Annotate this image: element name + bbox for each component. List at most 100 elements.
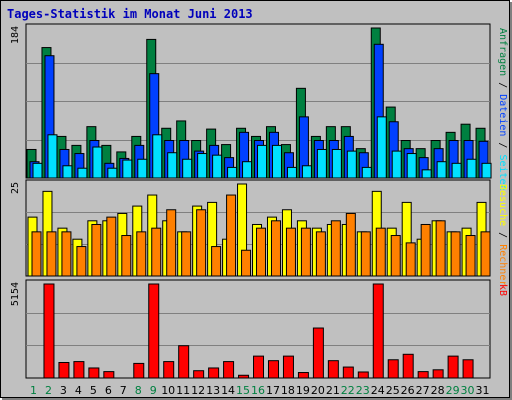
bar-kb-9 bbox=[148, 283, 160, 379]
bar-seiten-25 bbox=[391, 150, 402, 179]
bar-rechner-28 bbox=[435, 220, 446, 277]
x-tick-label-25: 25 bbox=[386, 384, 400, 397]
x-tick-label-29: 29 bbox=[446, 384, 460, 397]
x-tick-label-27: 27 bbox=[416, 384, 430, 397]
x-tick-label-30: 30 bbox=[461, 384, 475, 397]
x-tick-label-21: 21 bbox=[326, 384, 340, 397]
bar-seiten-23 bbox=[361, 166, 372, 179]
x-tick-label-31: 31 bbox=[476, 384, 490, 397]
x-tick-label-18: 18 bbox=[281, 384, 295, 397]
bar-rechner-10 bbox=[166, 209, 177, 277]
bar-kb-29 bbox=[447, 355, 459, 379]
panel-requests: 184 Anfragen / Dateien / Seiten bbox=[10, 23, 508, 191]
bar-kb-21 bbox=[327, 360, 339, 379]
bar-rechner-27 bbox=[420, 223, 431, 277]
bar-rechner-3 bbox=[61, 231, 72, 277]
bar-rechner-16 bbox=[256, 227, 267, 277]
bar-seiten-3 bbox=[62, 165, 73, 179]
bar-kb-14 bbox=[223, 361, 235, 379]
legend-entry-dateien: Dateien bbox=[497, 94, 508, 136]
bar-rechner-5 bbox=[91, 223, 102, 277]
bar-seiten-2 bbox=[47, 134, 58, 179]
bar-rechner-20 bbox=[315, 231, 326, 277]
bar-kb-8 bbox=[133, 362, 145, 379]
x-tick-label-8: 8 bbox=[135, 384, 142, 397]
bar-seiten-13 bbox=[212, 154, 223, 179]
bar-kb-16 bbox=[253, 355, 265, 379]
x-tick-label-13: 13 bbox=[206, 384, 220, 397]
legend-visits: Besuche / Rechner bbox=[497, 184, 508, 286]
bar-seiten-6 bbox=[107, 167, 118, 179]
panel-kb: 5154 kB bbox=[10, 279, 508, 379]
bar-seiten-24 bbox=[376, 116, 387, 179]
x-tick-label-1: 1 bbox=[30, 384, 37, 397]
chart-title: Tages-Statistik im Monat Juni 2013 bbox=[7, 7, 253, 21]
bar-seiten-9 bbox=[152, 134, 163, 179]
bar-seiten-18 bbox=[286, 166, 297, 179]
bar-seiten-1 bbox=[32, 162, 43, 179]
x-tick-label-26: 26 bbox=[401, 384, 415, 397]
x-tick-label-4: 4 bbox=[75, 384, 82, 397]
bar-seiten-5 bbox=[92, 146, 103, 179]
bar-kb-26 bbox=[402, 353, 414, 379]
bar-rechner-9 bbox=[151, 227, 162, 277]
bar-kb-25 bbox=[387, 359, 399, 379]
y-tick-label: 5154 bbox=[10, 282, 21, 306]
bar-rechner-8 bbox=[136, 231, 147, 277]
bar-rechner-31 bbox=[480, 231, 491, 277]
bar-kb-2 bbox=[43, 283, 55, 379]
bar-rechner-4 bbox=[76, 246, 87, 277]
x-tick-label-17: 17 bbox=[266, 384, 280, 397]
bar-seiten-12 bbox=[197, 153, 208, 179]
x-tick-label-14: 14 bbox=[221, 384, 235, 397]
x-tick-label-24: 24 bbox=[371, 384, 385, 397]
bar-rechner-1 bbox=[31, 231, 42, 277]
bar-rechner-19 bbox=[300, 227, 311, 277]
bar-seiten-20 bbox=[316, 148, 327, 179]
x-tick-label-10: 10 bbox=[161, 384, 175, 397]
x-tick-label-7: 7 bbox=[120, 384, 127, 397]
bar-rechner-17 bbox=[270, 220, 281, 277]
bar-seiten-28 bbox=[436, 161, 447, 179]
x-tick-label-19: 19 bbox=[296, 384, 310, 397]
bar-kb-30 bbox=[462, 359, 474, 379]
bar-kb-28 bbox=[432, 369, 444, 379]
legend-entry-kb: kB bbox=[497, 284, 508, 296]
legend-entry-rechner: Rechner bbox=[497, 244, 508, 286]
bar-kb-17 bbox=[267, 360, 279, 379]
bar-seiten-8 bbox=[137, 158, 148, 179]
bar-rechner-21 bbox=[330, 220, 341, 277]
bar-kb-23 bbox=[357, 371, 369, 379]
bar-rechner-6 bbox=[106, 216, 117, 277]
x-tick-label-2: 2 bbox=[45, 384, 52, 397]
legend-requests: Anfragen / Dateien / Seiten bbox=[497, 28, 508, 191]
bar-rechner-13 bbox=[211, 246, 222, 277]
bar-kb-27 bbox=[417, 371, 429, 379]
legend-separator: / bbox=[497, 226, 508, 244]
legend-separator: / bbox=[497, 76, 508, 94]
bar-kb-20 bbox=[312, 327, 324, 379]
bar-seiten-30 bbox=[466, 158, 477, 179]
bar-kb-5 bbox=[88, 367, 100, 379]
bar-kb-19 bbox=[297, 372, 309, 379]
x-tick-label-23: 23 bbox=[356, 384, 370, 397]
legend-entry-besuche: Besuche bbox=[497, 184, 508, 226]
x-tick-label-20: 20 bbox=[311, 384, 325, 397]
x-tick-label-28: 28 bbox=[431, 384, 445, 397]
legend-separator: / bbox=[497, 136, 508, 154]
x-tick-label-9: 9 bbox=[150, 384, 157, 397]
bar-rechner-24 bbox=[375, 227, 386, 277]
bar-kb-15 bbox=[238, 374, 250, 379]
bar-kb-4 bbox=[73, 361, 85, 379]
bar-seiten-31 bbox=[481, 162, 492, 179]
bar-rechner-18 bbox=[285, 227, 296, 277]
bar-seiten-19 bbox=[301, 165, 312, 179]
x-tick-label-11: 11 bbox=[176, 384, 190, 397]
y-tick-label: 25 bbox=[10, 182, 21, 194]
bar-kb-6 bbox=[103, 371, 115, 379]
bar-kb-10 bbox=[163, 361, 175, 379]
x-tick-label-16: 16 bbox=[251, 384, 265, 397]
bar-seiten-22 bbox=[346, 150, 357, 179]
x-tick-label-15: 15 bbox=[236, 384, 250, 397]
